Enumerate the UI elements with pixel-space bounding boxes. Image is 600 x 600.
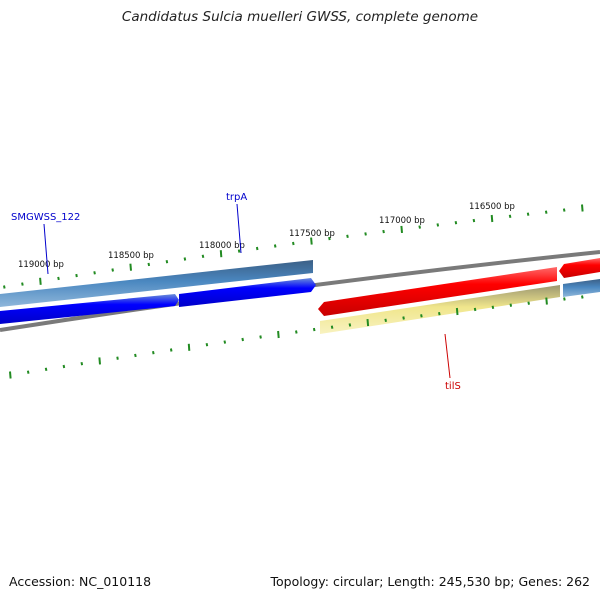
tick-label: 117000 bp: [379, 216, 425, 226]
tick-mark: [382, 229, 385, 234]
leader-line-tils: [444, 333, 451, 379]
tick-mark: [3, 285, 6, 289]
tick-mark: [237, 249, 241, 253]
tick-marks-outer: [3, 204, 584, 289]
tick-mark: [346, 234, 349, 238]
tick-mark: [57, 276, 60, 281]
feature-gene-reverse-right: [563, 279, 600, 297]
tick-mark: [62, 364, 66, 369]
tick-mark: [165, 260, 169, 264]
tick-mark: [400, 225, 403, 233]
tick-mark: [111, 268, 114, 272]
tick-mark: [526, 212, 530, 216]
tick-mark: [420, 314, 423, 318]
accession-text: Accession: NC_010118: [9, 574, 152, 589]
leader-line-trpa: [236, 203, 242, 254]
tick-mark: [21, 282, 24, 286]
tick-mark: [26, 370, 30, 374]
tick-mark: [223, 340, 227, 344]
tick-mark: [436, 223, 440, 227]
tick-label: 118000 bp: [199, 241, 245, 251]
tick-mark: [418, 225, 421, 229]
tick-mark: [508, 214, 512, 218]
tick-mark: [472, 218, 476, 223]
tick-mark: [527, 301, 530, 305]
tick-mark: [241, 337, 244, 342]
feature-cds-tils: [318, 267, 557, 316]
feature-cds-reverse-right: [559, 258, 600, 278]
tick-label: 117500 bp: [289, 229, 335, 239]
feature-cds-trpa: [179, 278, 316, 307]
tick-mark: [129, 263, 132, 271]
tick-mark: [169, 348, 173, 352]
tick-mark: [455, 307, 459, 316]
tick-mark: [295, 330, 298, 334]
tick-mark: [147, 262, 151, 267]
tick-mark: [581, 204, 584, 212]
tick-mark: [134, 353, 137, 358]
tick-mark: [292, 241, 295, 246]
tick-mark: [44, 367, 48, 371]
tick-mark: [473, 307, 477, 312]
tick-label: 119000 bp: [18, 260, 64, 270]
tick-mark: [384, 318, 387, 322]
tick-marks-inner: [9, 295, 584, 379]
tick-mark: [205, 343, 209, 347]
tick-mark: [509, 303, 513, 307]
tick-mark: [259, 335, 262, 339]
gene-label-smgwss-122: SMGWSS_122: [11, 212, 80, 223]
tick-mark: [187, 343, 191, 351]
tick-mark: [545, 297, 548, 305]
tick-mark: [201, 254, 205, 258]
feature-gene-forward-left: [0, 260, 313, 307]
tick-mark: [255, 246, 259, 251]
tick-mark: [402, 316, 405, 320]
tick-mark: [563, 297, 566, 301]
tick-mark: [364, 232, 367, 236]
tick-mark: [273, 244, 277, 248]
tick-mark: [348, 323, 352, 327]
tick-mark: [544, 210, 548, 214]
leader-line-smgwss-122: [43, 223, 49, 275]
tick-mark: [310, 237, 313, 245]
tick-mark: [438, 312, 441, 316]
map-title: Candidatus Sulcia muelleri GWSS, complet…: [121, 9, 479, 25]
tick-mark: [491, 305, 495, 309]
tick-mark: [454, 221, 458, 225]
tick-mark: [562, 208, 566, 212]
tick-mark: [75, 273, 78, 278]
tick-mark: [98, 357, 101, 365]
tick-mark: [39, 277, 42, 285]
tick-mark: [581, 295, 584, 299]
gene-label-trpa: trpA: [226, 192, 247, 203]
tick-mark: [219, 250, 223, 258]
tick-mark: [312, 327, 316, 332]
tick-mark: [366, 319, 370, 327]
tick-mark: [330, 325, 334, 329]
tick-mark: [116, 356, 119, 360]
feature-gene-tils: [320, 285, 560, 334]
tick-mark: [152, 351, 155, 355]
genome-summary-text: Topology: circular; Length: 245,530 bp; …: [270, 574, 591, 589]
tick-label: 118500 bp: [108, 251, 154, 261]
feature-cds-smgwss-122: [0, 294, 179, 324]
tick-mark: [277, 330, 280, 339]
tick-mark: [328, 236, 331, 241]
tick-mark: [490, 214, 494, 223]
tick-mark: [183, 257, 187, 261]
tick-label: 116500 bp: [469, 202, 515, 212]
tick-mark: [93, 271, 96, 275]
tick-mark: [9, 371, 12, 379]
gene-label-tils: tilS: [445, 381, 461, 392]
tick-mark: [80, 362, 84, 366]
